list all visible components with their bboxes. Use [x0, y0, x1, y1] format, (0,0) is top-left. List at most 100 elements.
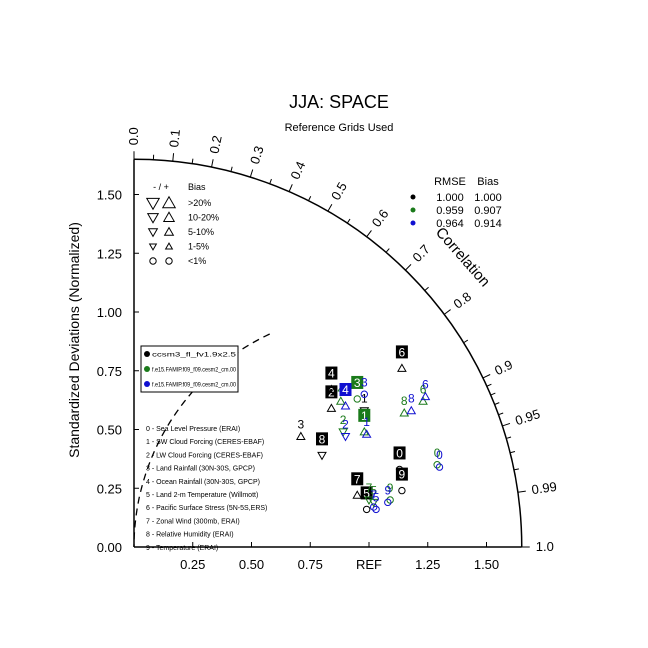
variable-list-item: 2 - LW Cloud Forcing (CERES-EBAF)	[146, 452, 263, 459]
data-label-box	[360, 486, 373, 500]
data-point	[353, 395, 361, 403]
data-label-box	[339, 383, 352, 396]
correlation-tick-label: 0.1	[166, 129, 183, 148]
data-point-label: 2	[340, 413, 347, 427]
data-point	[368, 498, 379, 508]
series-legend-marker	[144, 381, 150, 387]
series-legend-marker	[144, 366, 150, 372]
data-point	[418, 396, 428, 405]
correlation-tick-label: 0.7	[409, 242, 432, 265]
correlation-minor-tick	[494, 402, 500, 405]
chart-title: JJA: SPACE	[289, 92, 389, 112]
data-point	[364, 496, 374, 506]
data-point	[317, 451, 327, 461]
data-label-box	[395, 467, 408, 481]
correlation-tick-mark	[172, 153, 175, 162]
stats-row-rmse: 0.959	[436, 205, 464, 217]
correlation-tick-label: 0.6	[369, 206, 392, 229]
correlation-tick-mark	[405, 264, 412, 271]
data-point	[360, 390, 368, 398]
correlation-tick-mark	[482, 374, 491, 379]
variable-list-item: 9 - Temperature (ERAI)	[146, 545, 218, 552]
data-point-label: 1	[361, 392, 368, 406]
data-point-label: 0	[434, 446, 441, 460]
data-point-label: 7	[370, 488, 377, 502]
data-point	[386, 496, 394, 504]
data-point	[435, 463, 444, 471]
variable-list-item: 0 - Sea Level Pressure (ERAI)	[146, 426, 240, 433]
bias-legend-label: 10-20%	[188, 213, 219, 223]
data-point	[362, 505, 371, 514]
correlation-minor-tick	[308, 196, 312, 201]
correlation-tick-label: 0.9	[492, 357, 515, 378]
stats-row-marker	[410, 207, 416, 213]
data-point-label: 9	[399, 468, 406, 482]
correlation-tick-label: 0.2	[206, 134, 224, 155]
data-point	[335, 396, 346, 405]
stats-row-marker	[410, 194, 416, 200]
data-point	[326, 384, 337, 394]
y-tick-label: 0.50	[97, 423, 122, 438]
correlation-minor-tick	[269, 178, 272, 184]
x-tick-label: 0.50	[239, 557, 264, 572]
data-point	[340, 400, 351, 410]
data-point	[406, 405, 417, 415]
data-point-label: 0	[396, 446, 403, 460]
data-point	[148, 243, 158, 251]
data-point-label: 9	[387, 481, 394, 495]
stats-row-bias: 0.907	[474, 205, 502, 217]
series-legend-label: ccsm3_fl_fv1.9x2.5	[152, 352, 237, 359]
data-point-label: 7	[366, 481, 373, 495]
x-tick-label: 1.25	[415, 557, 440, 572]
data-point-label: 3	[361, 375, 368, 389]
y-tick-label: 0.25	[97, 481, 122, 496]
data-point-label: 2	[342, 418, 349, 432]
data-point	[295, 431, 306, 441]
bias-legend-label: 5-10%	[188, 227, 214, 237]
data-point-label: 5	[363, 486, 370, 500]
reference-arc	[133, 333, 270, 547]
data-point	[161, 195, 177, 209]
bias-legend-sign: - / +	[153, 182, 169, 192]
correlation-tick-label: 0.8	[451, 289, 474, 312]
data-point-label: 8	[401, 394, 408, 408]
bias-legend-label: >20%	[188, 198, 211, 208]
y-tick-label: 1.00	[97, 305, 122, 320]
data-label-box	[351, 375, 364, 389]
correlation-tick-label: 0.0	[126, 127, 141, 145]
data-point-label: 8	[408, 392, 415, 406]
correlation-tick-label: 1.0	[536, 539, 554, 554]
variable-list-item: 6 - Pacific Surface Stress (5N-5S,ERS)	[146, 505, 267, 512]
series-legend-marker	[144, 351, 150, 357]
series-legend-label: f.e15.FAMIP.f09_f09.cesm2_cm.00	[152, 367, 236, 374]
correlation-tick-label: 0.4	[287, 159, 308, 182]
data-point	[352, 490, 363, 499]
bias-legend-label: <1%	[188, 256, 206, 266]
data-point	[433, 461, 441, 469]
stats-row-rmse: 0.964	[436, 218, 464, 230]
correlation-tick-label: 0.95	[513, 406, 542, 428]
variable-list-item: 5 - Land 2-m Temperature (Willmott)	[146, 492, 258, 499]
correlation-tick-mark	[249, 169, 254, 178]
y-tick-label: 1.50	[97, 188, 122, 203]
series-legend-box	[140, 345, 239, 393]
stats-row-rmse: 1.000	[436, 192, 464, 204]
data-point-label: 5	[373, 490, 380, 504]
correlation-minor-tick	[385, 248, 390, 253]
data-point-label: 8	[319, 432, 326, 446]
correlation-tick-mark	[517, 490, 526, 493]
bias-legend-marker	[149, 257, 157, 265]
correlation-minor-tick	[509, 451, 516, 454]
data-point	[384, 498, 392, 507]
plot-frame: 0.25 0.50 0.75 REF 1.25 1.500.000.250.500.751…	[97, 127, 558, 572]
data-point-label: 7	[354, 472, 361, 486]
correlation-axis-label: Correlation	[432, 224, 493, 290]
correlation-tick-mark	[443, 309, 451, 315]
correlation-minor-tick	[490, 392, 496, 396]
data-label-box	[325, 366, 338, 380]
data-point-label: 4	[342, 383, 349, 397]
data-point	[399, 408, 410, 417]
data-point-label: 1	[363, 415, 370, 429]
correlation-tick-label: 0.99	[531, 479, 558, 497]
